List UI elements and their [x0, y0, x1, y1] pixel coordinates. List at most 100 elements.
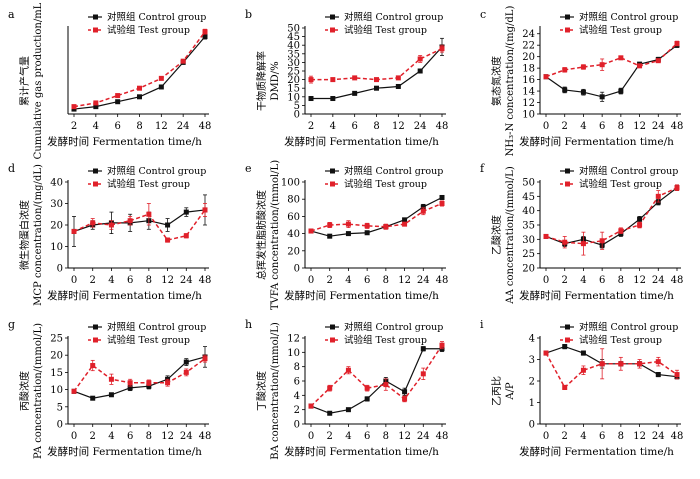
- y-tick-label: 15: [287, 84, 300, 95]
- data-point-test: [330, 77, 336, 83]
- series-line-test: [545, 42, 678, 78]
- y-tick-label: 16: [522, 75, 535, 86]
- data-point-control: [439, 194, 445, 200]
- y-axis-label: NH₃-N concentration/(mg/dL): [505, 6, 516, 157]
- x-axis-label: 发酵时间 Fermentation time/h: [47, 135, 202, 148]
- x-tick-label: 24: [180, 275, 193, 286]
- x-tick-label: 4: [580, 121, 586, 132]
- data-point-test: [127, 218, 133, 224]
- y-axis-label: 累计产气量: [18, 56, 31, 106]
- x-tick-label: 4: [93, 121, 99, 132]
- data-point-test: [637, 222, 643, 228]
- data-point-control: [308, 96, 314, 102]
- data-point-test: [202, 356, 208, 362]
- data-point-test: [383, 382, 389, 388]
- data-point-test: [327, 222, 333, 228]
- legend-marker-control: [93, 168, 98, 174]
- legend-label-test: 试验组 Test group: [579, 178, 662, 190]
- x-tick-label: 4: [345, 275, 351, 286]
- x-tick-label: 12: [161, 431, 174, 442]
- y-tick-label: 8: [294, 362, 300, 373]
- y-tick-label: 25: [522, 249, 535, 260]
- data-point-control: [90, 395, 96, 401]
- y-tick-label: 20: [522, 52, 535, 63]
- series-line-test: [310, 202, 443, 232]
- y-tick-label: 20: [50, 351, 63, 362]
- data-point-test: [562, 239, 568, 245]
- series-line-control: [73, 209, 206, 233]
- y-tick-label: 30: [287, 58, 300, 69]
- legend-marker-control: [330, 324, 335, 330]
- y-axis-label: Cumulative gas production/mL: [33, 2, 44, 159]
- x-tick-label: 6: [364, 431, 370, 442]
- data-point-test: [618, 55, 624, 61]
- series-line-control: [545, 44, 678, 98]
- x-tick-label: 24: [417, 275, 430, 286]
- series-line-control: [73, 356, 206, 399]
- y-tick-label: 10: [287, 92, 300, 103]
- data-point-test: [71, 104, 77, 110]
- legend-label-control: 对照组 Control group: [107, 321, 206, 333]
- data-point-test: [674, 185, 680, 191]
- data-point-test: [543, 74, 549, 80]
- x-tick-label: 24: [652, 431, 665, 442]
- data-point-test: [202, 207, 208, 213]
- data-point-test: [327, 385, 333, 391]
- data-point-test: [108, 376, 114, 382]
- legend-label-test: 试验组 Test group: [579, 334, 662, 346]
- y-axis-label: A/P: [505, 382, 516, 401]
- panel-letter: h: [245, 318, 252, 331]
- y-axis-label: 丁酸浓度: [255, 371, 268, 411]
- y-tick-label: 12: [287, 334, 300, 345]
- data-point-test: [137, 85, 142, 91]
- x-tick-label: 0: [308, 275, 314, 286]
- x-tick-label: 0: [543, 275, 549, 286]
- data-point-test: [439, 201, 445, 206]
- data-point-control: [183, 209, 189, 215]
- data-point-test: [308, 228, 314, 234]
- panel-letter: e: [245, 162, 252, 175]
- data-point-control: [637, 216, 643, 222]
- y-tick-label: 5: [294, 101, 300, 112]
- data-point-test: [90, 220, 96, 226]
- legend-marker-test: [93, 27, 98, 33]
- y-axis-label: AA concentration/(mmol/L): [505, 166, 516, 305]
- y-tick-label: 1: [529, 398, 535, 409]
- y-tick-label: 50: [287, 24, 300, 35]
- y-tick-label: 6: [294, 377, 300, 388]
- data-point-test: [420, 208, 426, 214]
- data-point-test: [439, 46, 445, 52]
- legend-marker-control: [565, 324, 570, 330]
- x-tick-label: 8: [373, 121, 379, 132]
- legend-label-control: 对照组 Control group: [344, 165, 443, 177]
- x-axis-label: 发酵时间 Fermentation time/h: [519, 445, 674, 458]
- data-point-test: [599, 238, 605, 244]
- legend-label-test: 试验组 Test group: [344, 24, 427, 36]
- legend-marker-test: [565, 181, 570, 187]
- y-axis-label: 总挥发性脂肪酸浓度: [255, 190, 268, 280]
- data-point-test: [655, 359, 661, 365]
- data-point-test: [599, 361, 605, 367]
- y-tick-label: 2: [294, 405, 300, 416]
- x-tick-label: 12: [161, 275, 174, 286]
- legend-marker-control: [93, 14, 98, 20]
- y-tick-label: 30: [522, 235, 535, 246]
- data-point-test: [618, 228, 624, 234]
- panel-letter: d: [8, 162, 15, 175]
- x-tick-label: 48: [436, 121, 449, 132]
- data-point-test: [364, 385, 370, 391]
- x-tick-label: 12: [633, 121, 646, 132]
- legend-label-control: 对照组 Control group: [579, 11, 678, 23]
- y-tick-label: 20: [522, 264, 535, 275]
- x-tick-label: 2: [562, 431, 568, 442]
- x-tick-label: 24: [652, 275, 665, 286]
- data-point-test: [580, 64, 586, 70]
- x-axis-label: 发酵时间 Fermentation time/h: [47, 445, 202, 458]
- x-tick-label: 12: [392, 121, 405, 132]
- x-tick-label: 2: [90, 275, 96, 286]
- legend-label-test: 试验组 Test group: [107, 24, 190, 36]
- x-tick-label: 4: [108, 275, 114, 286]
- data-point-control: [202, 34, 208, 40]
